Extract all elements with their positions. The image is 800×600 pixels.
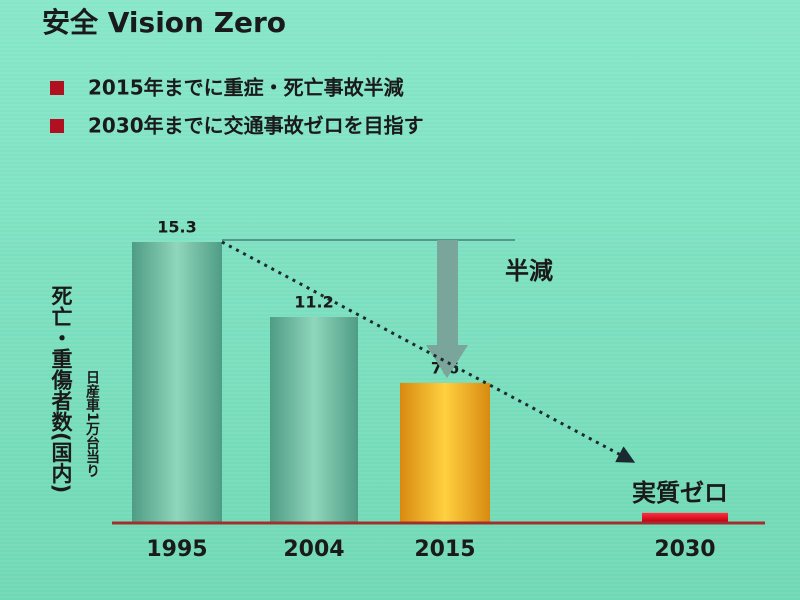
- x-tick-label: 2030: [654, 537, 715, 562]
- y-axis-label: 死亡・重傷者数(国内): [49, 285, 74, 493]
- trend-arrow: [221, 240, 636, 463]
- bullet-text: 2015年までに重症・死亡事故半減: [88, 76, 404, 100]
- annotation: 実質ゼロ: [632, 479, 728, 507]
- bullet-text: 2030年までに交通事故ゼロを目指す: [88, 114, 424, 138]
- title: 安全 Vision Zero: [42, 6, 286, 39]
- value-label: 11.2: [294, 293, 333, 312]
- bullet: [50, 81, 64, 95]
- bar: [270, 317, 358, 522]
- x-tick-label: 1995: [146, 537, 207, 562]
- x-tick-label: 2015: [414, 537, 475, 562]
- annotation: 半減: [505, 257, 553, 285]
- y-axis-sublabel: 日産車1万台当り: [84, 370, 101, 478]
- x-tick-label: 2004: [283, 537, 344, 562]
- bullet: [50, 119, 64, 133]
- value-label: 15.3: [157, 218, 196, 237]
- bar: [642, 512, 728, 522]
- bar: [400, 382, 490, 522]
- halving-arrow: [426, 240, 468, 378]
- bar: [132, 242, 222, 522]
